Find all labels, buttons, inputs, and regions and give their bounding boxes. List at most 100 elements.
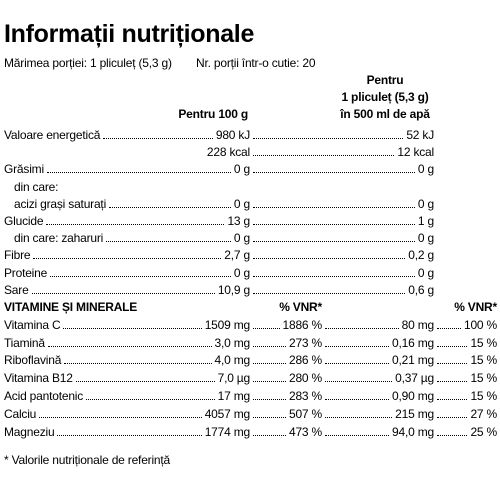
row: Vitamina C 1509 mg 1886 % 80 mg 100 %	[0, 315, 500, 332]
cell: % VNR*	[434, 297, 497, 314]
value: 10,9 g	[217, 282, 250, 297]
leader	[253, 258, 406, 260]
row: Tiamină 3,0 mg 273 % 0,16 mg 15 %	[0, 333, 500, 350]
value: 15 %	[470, 335, 497, 350]
leader	[253, 172, 415, 174]
leader	[325, 399, 390, 401]
value: 1509 mg	[204, 317, 251, 332]
value: 1886 %	[282, 317, 323, 332]
cell: din care:	[0, 177, 250, 194]
value: 0 g	[233, 162, 250, 177]
leader	[39, 417, 202, 419]
cell: 283 %	[250, 386, 322, 403]
leader	[253, 138, 404, 139]
row: Fibre 2,7 g 0,2 g	[0, 245, 500, 262]
cell: 1 g	[250, 211, 434, 228]
cell: 15 %	[434, 368, 497, 385]
cell: 15 %	[434, 386, 497, 403]
label: Riboflavină	[4, 353, 62, 368]
value: 0 g	[233, 196, 250, 211]
label: din care: zaharuri	[14, 231, 104, 246]
cell: 100 %	[434, 315, 497, 332]
label: Fibre	[4, 248, 31, 263]
row: Acid pantotenic 17 mg 283 % 0,90 mg 15 %	[0, 386, 500, 403]
cell: Acid pantotenic 17 mg	[0, 386, 250, 403]
cell: 0,90 mg	[322, 386, 434, 403]
cell: 215 mg	[322, 404, 434, 421]
value: 1 g	[417, 214, 434, 228]
label: Vitamina C	[4, 317, 61, 332]
leader	[47, 345, 212, 347]
cell: VITAMINE ȘI MINERALE	[0, 297, 250, 314]
cell: 280 %	[250, 368, 322, 385]
leader	[325, 327, 399, 329]
value: 0 g	[417, 196, 434, 211]
cell: Fibre 2,7 g	[0, 245, 250, 262]
leader	[437, 399, 468, 401]
leader	[103, 138, 213, 139]
value: 94,0 mg	[392, 425, 434, 439]
value: 15 %	[470, 389, 497, 404]
value: 0,21 mg	[392, 353, 434, 368]
servings: Nr. porții într-o cutie: 20	[196, 56, 316, 70]
row: Grăsimi 0 g 0 g	[0, 159, 500, 176]
leader	[437, 417, 468, 419]
value: 283 %	[288, 389, 322, 404]
label: Calciu	[4, 407, 37, 422]
value: 0,90 mg	[392, 389, 434, 404]
cell: 0 g	[250, 159, 434, 176]
leader	[253, 241, 415, 243]
cell: 25 %	[434, 422, 497, 439]
value: 0 g	[417, 231, 434, 246]
leader	[64, 363, 212, 365]
cell: 507 %	[250, 404, 322, 421]
column-header: 1 pliculeț (5,3 g)	[341, 90, 429, 104]
leader	[253, 417, 286, 419]
leader	[57, 435, 202, 436]
label: Magneziu	[4, 425, 55, 439]
row: Vitamina B12 7,0 µg 280 % 0,37 µg 15 %	[0, 368, 500, 385]
leader	[253, 206, 415, 208]
leader	[63, 327, 202, 329]
leader	[253, 224, 415, 225]
cell: din care: zaharuri 0 g	[0, 228, 250, 245]
value: 228 kcal	[206, 145, 250, 160]
row: Glucide 13 g 1 g	[0, 211, 500, 228]
leader	[31, 292, 215, 294]
cell: 0,21 mg	[322, 350, 434, 367]
leader	[437, 363, 468, 365]
cell: 80 mg	[322, 315, 434, 332]
label: acizi grași saturați	[14, 196, 107, 211]
value: 15 %	[470, 371, 497, 386]
cell: Grăsimi 0 g	[0, 159, 250, 176]
leader	[253, 275, 415, 277]
label: Glucide	[4, 214, 44, 228]
value: 0,37 µg	[395, 371, 434, 386]
leader	[253, 399, 286, 401]
leader	[253, 435, 286, 436]
value: 0,2 g	[408, 248, 434, 263]
value: 507 %	[288, 407, 322, 422]
row: din care: zaharuri 0 g 0 g	[0, 228, 500, 245]
value: 13 g	[227, 214, 250, 228]
row: Riboflavină 4,0 mg 286 % 0,21 mg 15 %	[0, 350, 500, 367]
cell: Proteine 0 g	[0, 263, 250, 280]
value: 980 kJ	[215, 128, 250, 142]
cell: Vitamina B12 7,0 µg	[0, 368, 250, 385]
leader	[253, 327, 280, 329]
cell: acizi grași saturați 0 g	[0, 194, 250, 211]
leader	[33, 258, 222, 260]
leader	[437, 435, 468, 436]
label: Proteine	[4, 265, 48, 280]
label: Acid pantotenic	[4, 389, 84, 404]
label: din care:	[14, 179, 59, 194]
label: Valoare energetică	[4, 128, 101, 142]
value: 100 %	[463, 317, 497, 332]
cell: Riboflavină 4,0 mg	[0, 350, 250, 367]
value: 280 %	[288, 371, 322, 386]
leader	[86, 399, 215, 401]
value: 0,16 mg	[392, 335, 434, 350]
leader	[253, 381, 286, 383]
cell: Calciu 4057 mg	[0, 404, 250, 421]
cell: 12 kcal	[250, 142, 434, 159]
